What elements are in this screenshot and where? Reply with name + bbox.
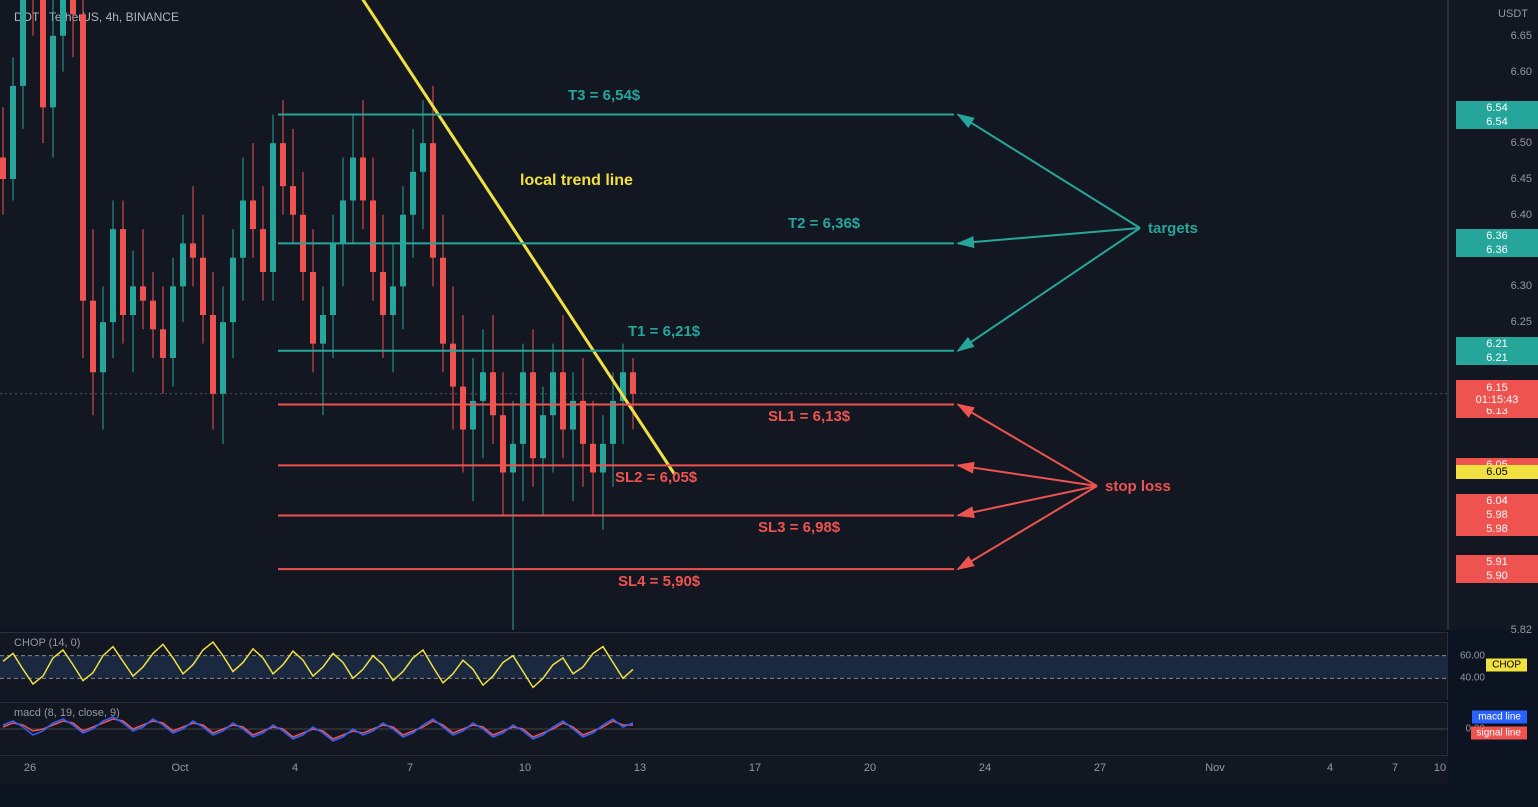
macd-canvas — [0, 703, 1448, 755]
price-tag-target: 6.21 — [1456, 337, 1538, 351]
price-axis[interactable]: USDT 6.656.606.506.456.406.306.255.826.5… — [1448, 0, 1538, 630]
price-tick: 5.82 — [1511, 624, 1532, 636]
price-tag-bid: 6.05 — [1456, 465, 1538, 479]
target-label-T3: T3 = 6,54$ — [568, 87, 640, 104]
current-price-tag: 6.1501:15:43 — [1456, 380, 1538, 408]
time-tick: 7 — [1392, 762, 1398, 774]
price-tag-stop: 5.90 — [1456, 569, 1538, 583]
target-label-T1: T1 = 6,21$ — [628, 323, 700, 340]
time-tick: 10 — [1434, 762, 1446, 774]
quote-currency-label: USDT — [1498, 8, 1528, 20]
time-tick: Oct — [171, 762, 188, 774]
price-tick: 6.50 — [1511, 137, 1532, 149]
time-tick: 27 — [1094, 762, 1106, 774]
chop-tag: CHOP — [1486, 658, 1527, 671]
stoploss-label-SL1: SL1 = 6,13$ — [768, 408, 850, 425]
price-tag-target: 6.36 — [1456, 229, 1538, 243]
price-tick: 6.40 — [1511, 209, 1532, 221]
price-tag-target: 6.54 — [1456, 101, 1538, 115]
chart-canvas — [0, 0, 1448, 630]
targets-label: targets — [1148, 220, 1198, 237]
time-tick: 7 — [407, 762, 413, 774]
price-tag-stop: 6.04 — [1456, 494, 1538, 508]
time-tick: 20 — [864, 762, 876, 774]
chop-indicator[interactable]: CHOP (14, 0) 60.0040.00CHOP — [0, 632, 1448, 700]
time-axis[interactable]: 26 Oct 4 7 10 13 17 20 24 27 Nov 4 7 10 — [0, 755, 1448, 785]
price-tag-stop: 5.91 — [1456, 555, 1538, 569]
time-tick: 4 — [1327, 762, 1333, 774]
price-tick: 6.45 — [1511, 173, 1532, 185]
time-tick: 24 — [979, 762, 991, 774]
time-tick: 26 — [24, 762, 36, 774]
price-tick: 6.25 — [1511, 316, 1532, 328]
price-tag-target: 6.54 — [1456, 115, 1538, 129]
chop-tick: 40.00 — [1460, 673, 1485, 684]
macd-indicator[interactable]: macd (8, 19, close, 9) 0.00macd linesign… — [0, 702, 1448, 754]
stoploss-label-SL2: SL2 = 6,05$ — [615, 469, 697, 486]
trend-line-label: local trend line — [520, 172, 633, 190]
stoploss-label: stop loss — [1105, 478, 1171, 495]
stoploss-label-SL4: SL4 = 5,90$ — [618, 573, 700, 590]
chop-tick: 60.00 — [1460, 650, 1485, 661]
signal-line-tag: signal line — [1471, 727, 1527, 740]
price-tick: 6.30 — [1511, 280, 1532, 292]
price-tag-target: 6.36 — [1456, 243, 1538, 257]
stoploss-label-SL3: SL3 = 6,98$ — [758, 519, 840, 536]
time-tick: 4 — [292, 762, 298, 774]
price-tag-target: 6.21 — [1456, 351, 1538, 365]
price-tick: 6.60 — [1511, 66, 1532, 78]
time-tick: 10 — [519, 762, 531, 774]
price-tag-stop: 5.98 — [1456, 508, 1538, 522]
time-tick: Nov — [1205, 762, 1225, 774]
target-label-T2: T2 = 6,36$ — [788, 215, 860, 232]
time-tick: 13 — [634, 762, 646, 774]
chop-canvas — [0, 633, 1448, 701]
price-tick: 6.65 — [1511, 30, 1532, 42]
price-chart[interactable]: DOT / TetherUS, 4h, BINANCE local trend … — [0, 0, 1448, 630]
price-tag-stop: 5.98 — [1456, 522, 1538, 536]
time-tick: 17 — [749, 762, 761, 774]
macd-line-tag: macd line — [1472, 711, 1527, 724]
